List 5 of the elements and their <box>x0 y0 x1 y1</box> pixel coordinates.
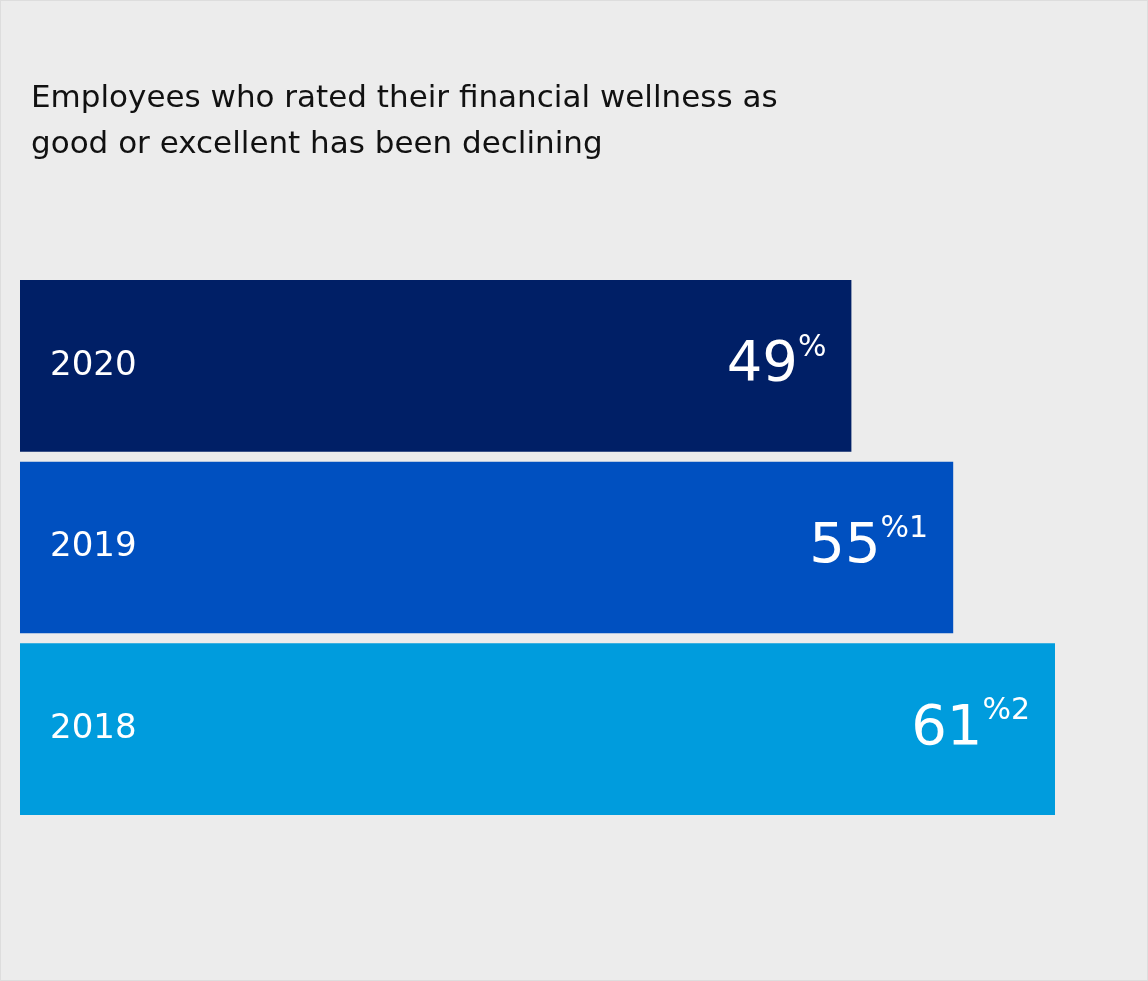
chart-title: Employees who rated their financial wellness as good or excellent has been declining <box>31 77 779 162</box>
y-tick-label: 2020 <box>50 342 137 383</box>
data-label: 49% <box>726 327 827 394</box>
y-tick-label: 2018 <box>50 705 137 746</box>
y-tick-label: 2019 <box>50 524 137 565</box>
